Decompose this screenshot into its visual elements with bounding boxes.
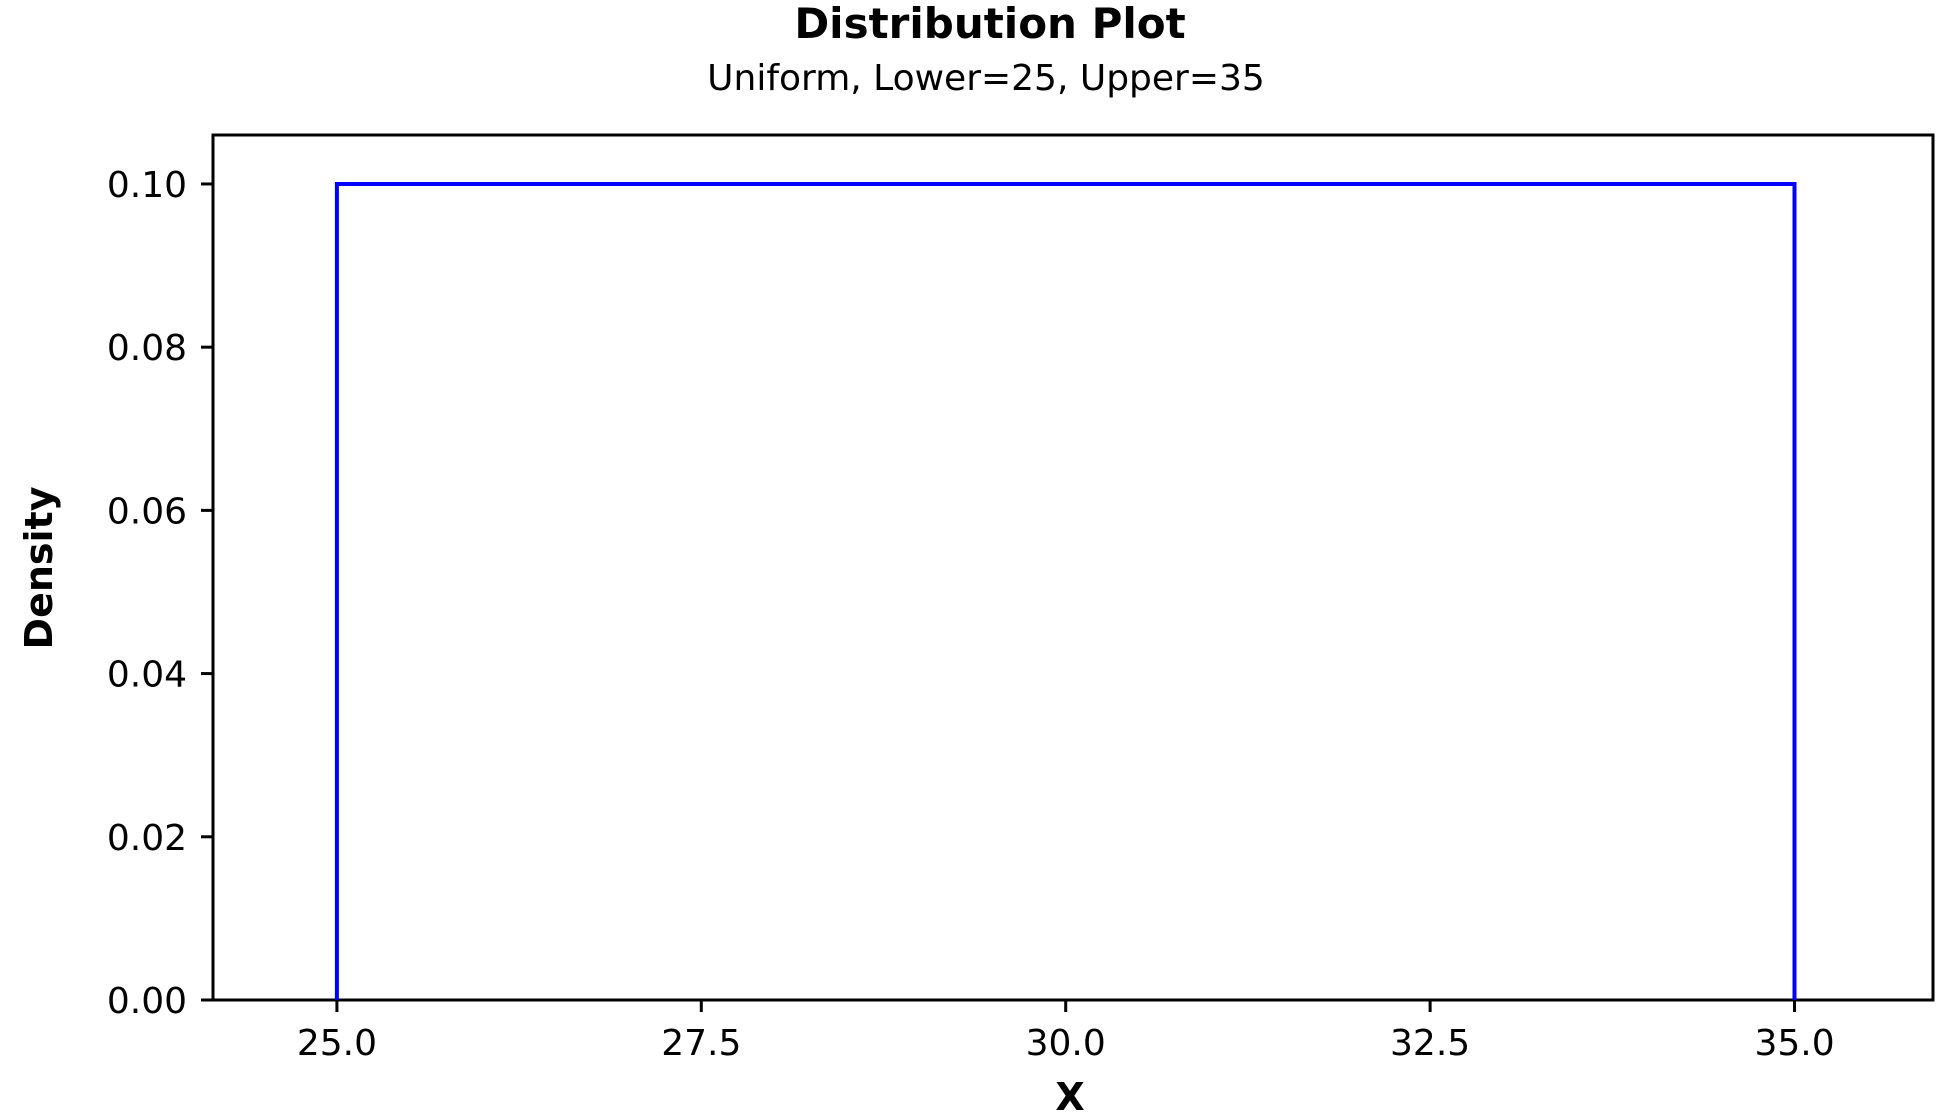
x-tick-label: 32.5 (1390, 1023, 1470, 1064)
y-tick-label: 0.08 (107, 328, 187, 369)
y-tick-label: 0.10 (107, 165, 187, 206)
y-tick-label: 0.04 (107, 655, 187, 696)
x-tick-label: 27.5 (661, 1023, 741, 1064)
y-tick-label: 0.00 (107, 981, 187, 1022)
chart-subtitle: Uniform, Lower=25, Upper=35 (707, 58, 1265, 99)
y-tick-label: 0.02 (107, 818, 187, 859)
plot-frame (211, 133, 1935, 1002)
x-axis-ticks: 25.0 27.5 30.0 32.5 35.0 (297, 1000, 1835, 1064)
chart-title: Distribution Plot (794, 0, 1185, 48)
x-axis-title: X (1055, 1075, 1084, 1115)
x-tick-label: 25.0 (297, 1023, 377, 1064)
y-axis-ticks: 0.00 0.02 0.04 0.06 0.08 0.10 (107, 165, 213, 1022)
uniform-density-line (334, 182, 1797, 1000)
x-tick-label: 30.0 (1026, 1023, 1106, 1064)
y-tick-label: 0.06 (107, 491, 187, 532)
x-tick-label: 35.0 (1754, 1023, 1834, 1064)
y-axis-title: Density (17, 486, 61, 649)
series-group (334, 182, 1797, 1000)
